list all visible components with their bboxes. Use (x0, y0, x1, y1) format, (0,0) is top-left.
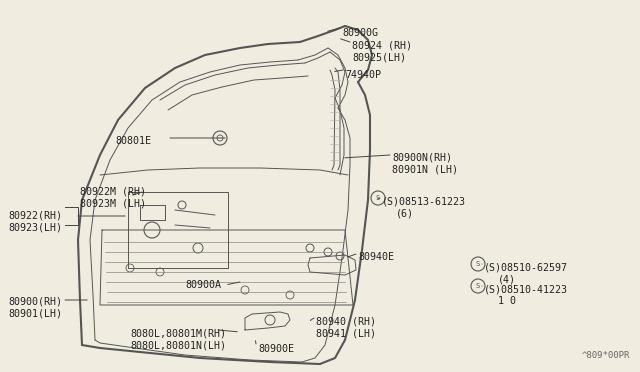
Text: 80922(RH): 80922(RH) (8, 210, 62, 220)
Text: 80923M (LH): 80923M (LH) (80, 198, 146, 208)
Text: 80900G: 80900G (342, 28, 378, 38)
Text: (S)08513-61223: (S)08513-61223 (382, 196, 466, 206)
Text: 80901N (LH): 80901N (LH) (392, 164, 458, 174)
Text: 80922M (RH): 80922M (RH) (80, 186, 146, 196)
Text: 1 0: 1 0 (498, 296, 516, 306)
Text: (S)08510-41223: (S)08510-41223 (484, 284, 568, 294)
Text: (6): (6) (396, 208, 414, 218)
Text: 80923(LH): 80923(LH) (8, 222, 62, 232)
Text: 80900(RH): 80900(RH) (8, 296, 62, 306)
Text: 80900E: 80900E (258, 344, 294, 354)
Text: S: S (476, 283, 480, 289)
Text: 8080L,80801N(LH): 8080L,80801N(LH) (130, 340, 226, 350)
Text: 80925(LH): 80925(LH) (352, 52, 406, 62)
Text: 80940 (RH): 80940 (RH) (316, 316, 376, 326)
Text: S: S (376, 195, 380, 201)
Text: S: S (476, 261, 480, 267)
Text: (S)08510-62597: (S)08510-62597 (484, 262, 568, 272)
Text: 80901(LH): 80901(LH) (8, 308, 62, 318)
Text: 80924 (RH): 80924 (RH) (352, 40, 412, 50)
Text: ^809*00PR: ^809*00PR (582, 351, 630, 360)
Text: 80801E: 80801E (115, 136, 151, 146)
Text: 74940P: 74940P (345, 70, 381, 80)
Text: 80900A: 80900A (185, 280, 221, 290)
Text: (4): (4) (498, 274, 516, 284)
Text: 80940E: 80940E (358, 252, 394, 262)
Text: 80941 (LH): 80941 (LH) (316, 328, 376, 338)
Text: 8080L,80801M(RH): 8080L,80801M(RH) (130, 328, 226, 338)
Text: 80900N(RH): 80900N(RH) (392, 152, 452, 162)
